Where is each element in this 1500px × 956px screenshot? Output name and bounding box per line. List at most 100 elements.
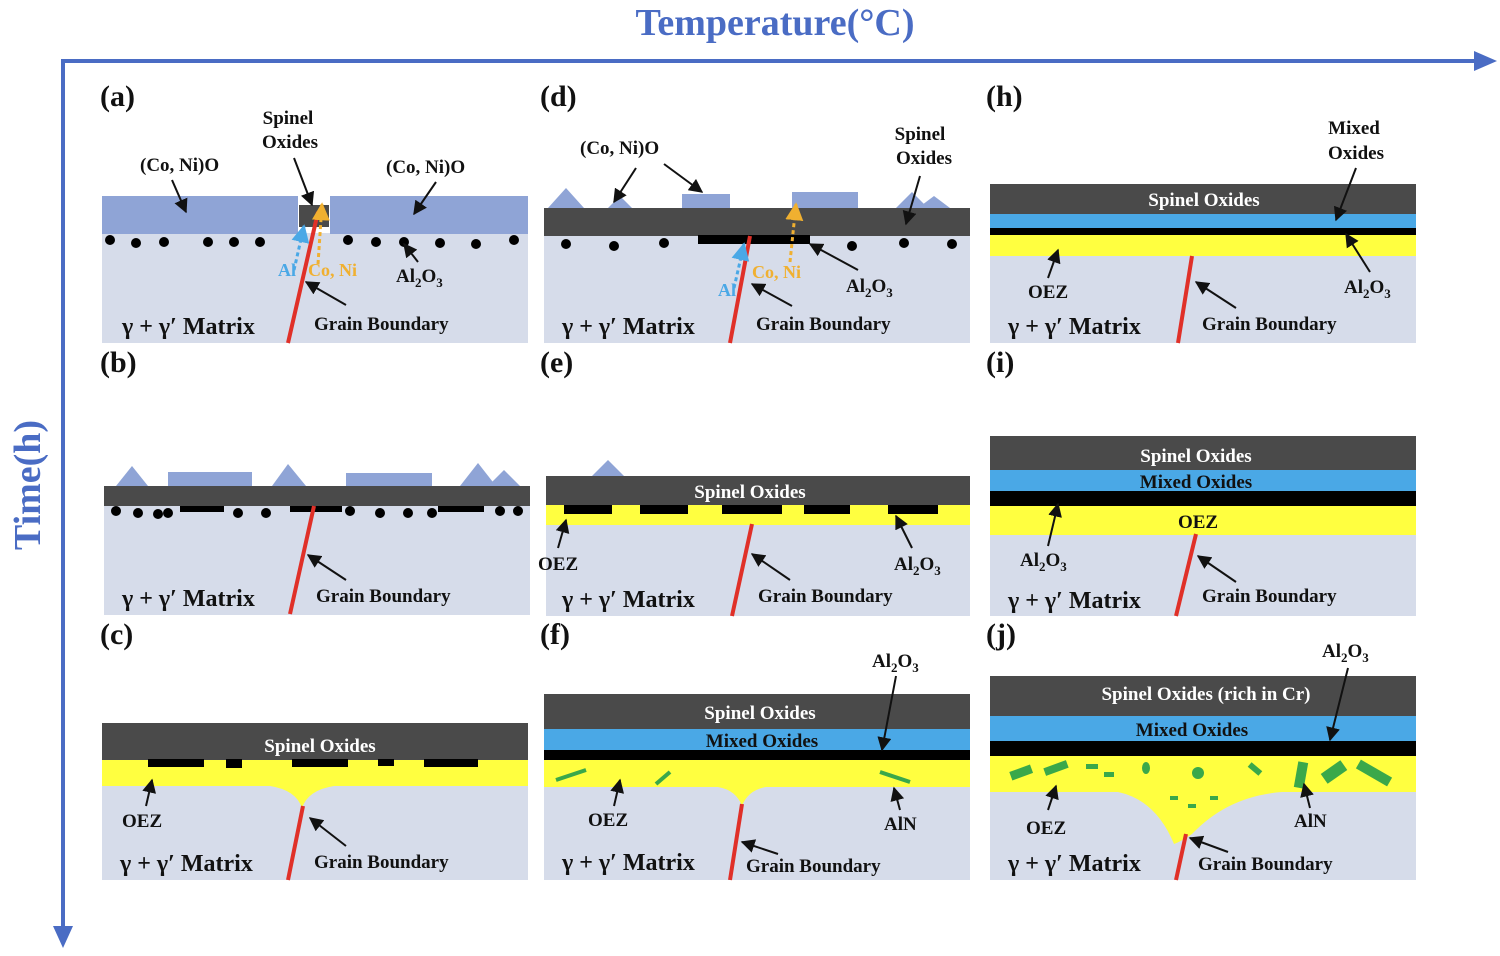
oez-label-f: OEZ xyxy=(588,810,628,831)
al2o3-arrow-i xyxy=(1047,502,1062,547)
panel-label-f: (f) xyxy=(540,618,570,651)
nio-layer-a-right xyxy=(330,196,528,234)
internal-alumina-particles-b xyxy=(111,506,523,519)
matrix-label-f: γ + γ′ Matrix xyxy=(561,850,695,876)
nio-label-a-right: (Co, Ni)O xyxy=(386,157,465,178)
matrix-label-c: γ + γ′ Matrix xyxy=(119,851,253,877)
oez-arrow-e xyxy=(555,518,570,549)
matrix-label-h: γ + γ′ Matrix xyxy=(1007,314,1141,340)
gb-label-d: Grain Boundary xyxy=(756,314,891,335)
nio-layer-a-left xyxy=(102,196,298,234)
gb-label-c: Grain Boundary xyxy=(314,852,449,873)
matrix-label-j: γ + γ′ Matrix xyxy=(1007,851,1141,877)
alumina-layer-j xyxy=(990,741,1416,756)
mixed-label-i: Mixed Oxides xyxy=(1140,472,1252,493)
al-label-a: Al xyxy=(278,260,296,280)
svg-text:Al2O3: Al2O3 xyxy=(872,651,919,675)
mixed-layer-i xyxy=(990,470,1416,492)
al2o3-label-j: Al2O3 xyxy=(1322,641,1369,665)
al-diffusion-arrow-a xyxy=(291,224,310,271)
mixed-label-h-1: Mixed xyxy=(1328,118,1380,139)
grain-boundary-f xyxy=(728,803,744,881)
nio-label-d: (Co, Ni)O xyxy=(580,138,659,159)
al2o3-label-f: Al2O3 xyxy=(872,651,919,675)
nio-arrow-d-2 xyxy=(663,163,704,193)
aln-arrow-f xyxy=(890,786,905,811)
spinel-label-h: Spinel Oxides xyxy=(1148,190,1259,211)
coni-diffusion-arrow-a xyxy=(311,202,330,265)
alumina-layer-i xyxy=(990,491,1416,507)
mixed-arrow-h xyxy=(1333,167,1357,222)
al2o3-label-e: Al2O3 xyxy=(894,554,941,578)
mixed-label-f: Mixed Oxides xyxy=(706,731,818,752)
oez-h xyxy=(990,235,1416,256)
al-diffusion-arrow-d xyxy=(731,242,750,289)
matrix-label-d: γ + γ′ Matrix xyxy=(561,314,695,340)
grain-boundary-c xyxy=(286,805,305,881)
internal-alumina-particles-d xyxy=(561,238,957,251)
mixed-layer-j xyxy=(990,716,1416,742)
matrix-label-a: γ + γ′ Matrix xyxy=(121,314,255,340)
gb-arrow-b xyxy=(306,554,347,581)
aln-precipitates-j xyxy=(1009,759,1393,808)
panel-label-c: (c) xyxy=(100,618,133,651)
oez-label-i: OEZ xyxy=(1178,512,1218,533)
alumina-layer-f xyxy=(544,750,970,760)
nio-islands-d xyxy=(548,188,950,208)
panel-label-b: (b) xyxy=(100,346,137,379)
grain-boundary-i xyxy=(1174,533,1198,617)
panel-label-a: (a) xyxy=(100,80,135,113)
al2o3-arrow-j xyxy=(1326,667,1349,742)
panel-label-e: (e) xyxy=(540,346,573,379)
gb-arrow-e xyxy=(750,553,791,581)
spinel-arrow-d xyxy=(902,175,921,226)
panel-c: (c) Spinel Oxides OEZ Grain Boundary γ +… xyxy=(100,618,528,881)
oez-arrow-j xyxy=(1045,784,1059,811)
oez-label-j: OEZ xyxy=(1026,818,1066,839)
gb-label-a: Grain Boundary xyxy=(314,314,449,335)
coni-label-a: Co, Ni xyxy=(308,260,357,280)
panel-h: (h) Spinel Oxides Mixed Oxides OEZ Al2O3… xyxy=(986,80,1416,344)
nio-arrow-a-left xyxy=(171,179,188,214)
coni-label-d: Co, Ni xyxy=(752,262,801,282)
mixed-layer-h xyxy=(990,214,1416,228)
spinel-layer-i xyxy=(990,436,1416,471)
matrix-h xyxy=(990,256,1416,343)
matrix-label-i: γ + γ′ Matrix xyxy=(1007,588,1141,614)
aln-label-f: AlN xyxy=(884,814,917,835)
oez-label-c: OEZ xyxy=(122,811,162,832)
nio-islands-b xyxy=(116,463,520,486)
svg-text:Al2O3: Al2O3 xyxy=(894,554,941,578)
temperature-axis-arrowhead xyxy=(1474,51,1497,71)
alumina-layer-h xyxy=(990,228,1416,235)
gb-label-h: Grain Boundary xyxy=(1202,314,1337,335)
aln-label-j: AlN xyxy=(1294,811,1327,832)
gb-arrow-i xyxy=(1196,555,1237,583)
panel-i: (i) Spinel Oxides Mixed Oxides OEZ Al2O3… xyxy=(986,346,1416,617)
spinel-arrow-a xyxy=(293,157,315,207)
svg-text:Al2O3: Al2O3 xyxy=(396,266,443,290)
grain-boundary-a xyxy=(286,211,320,344)
spinel-layer-f xyxy=(544,694,970,730)
panel-label-d: (d) xyxy=(540,80,577,113)
panel-a: (a) Al Co, Ni (Co, Ni)O (Co, Ni)O Spinel… xyxy=(100,80,528,344)
panel-label-h: (h) xyxy=(986,80,1023,113)
svg-text:Al2O3: Al2O3 xyxy=(846,276,893,300)
mixed-label-h-2: Oxides xyxy=(1328,143,1384,164)
panel-label-i: (i) xyxy=(986,346,1014,379)
svg-text:Al2O3: Al2O3 xyxy=(1322,641,1369,665)
spinel-label-j: Spinel Oxides (rich in Cr) xyxy=(1101,684,1310,705)
aln-arrow-j xyxy=(1300,782,1314,809)
grain-boundary-h xyxy=(1176,255,1194,344)
oez-arrow-h xyxy=(1047,248,1061,279)
internal-alumina-particles-a xyxy=(105,235,519,249)
gb-label-j: Grain Boundary xyxy=(1198,854,1333,875)
spinel-layer-e xyxy=(546,476,970,505)
al2o3-arrow-f xyxy=(877,675,897,752)
grain-boundary-b xyxy=(288,505,316,615)
nio-arrow-a-right xyxy=(413,181,437,216)
mixed-layer-f xyxy=(544,729,970,751)
gb-arrow-j xyxy=(1188,835,1229,853)
nio-label-a-left: (Co, Ni)O xyxy=(140,155,219,176)
